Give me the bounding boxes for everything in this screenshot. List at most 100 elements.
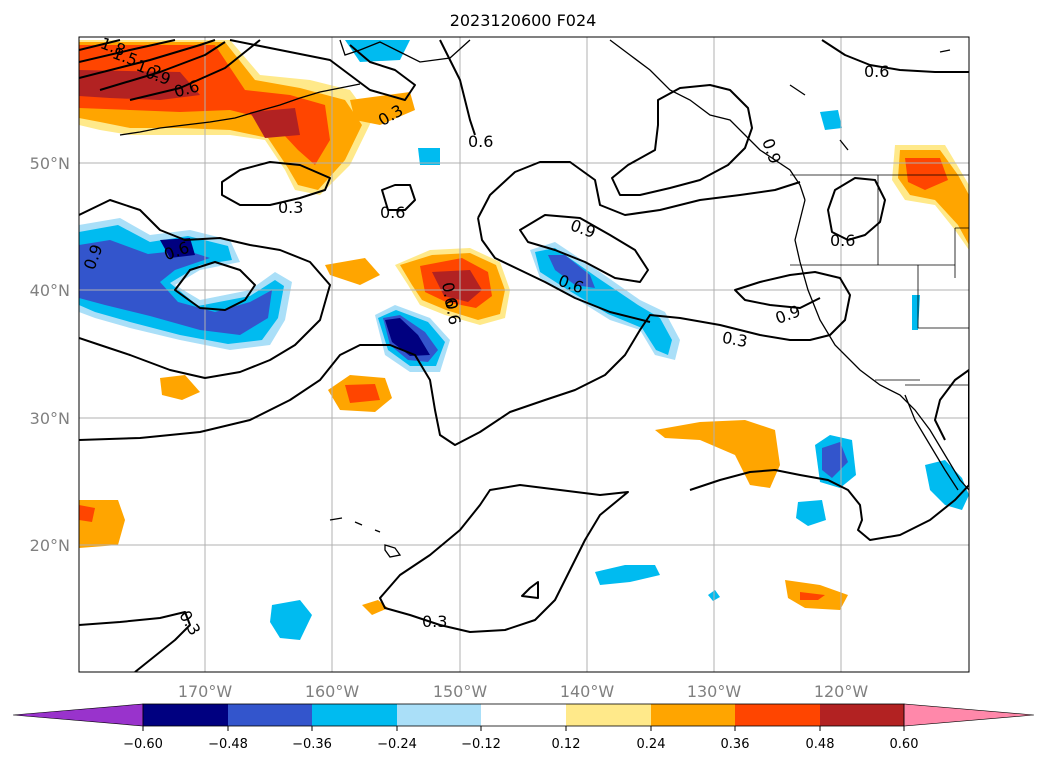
negative-field-s1	[270, 600, 312, 640]
colorbar-tick-label: 0.12	[552, 737, 581, 752]
lat-label-20n: 20°N	[30, 536, 70, 555]
colorbar-segment	[820, 704, 904, 726]
colorbar-tick-label: −0.60	[123, 737, 163, 752]
us-west-coast	[794, 199, 969, 491]
contour-label: 0.6	[441, 298, 464, 326]
colorbar-tick-label: 0.48	[806, 737, 835, 752]
contour-0.6-band	[477, 161, 801, 219]
lat-label-40n: 40°N	[30, 281, 70, 300]
contour-label: 0.6	[438, 281, 461, 309]
colorbar-tick-label: −0.24	[377, 737, 417, 752]
map-title: 2023120600 F024	[450, 11, 597, 30]
colorbar: −0.60 −0.48 −0.36 −0.24 −0.12 0.12 0.24 …	[12, 703, 1035, 752]
positive-field-sw-red	[79, 505, 95, 522]
negative-field-w-navy	[160, 238, 195, 258]
lon-label-140w: 140°W	[560, 682, 615, 701]
contour-label: 0.6	[830, 231, 855, 250]
colorbar-segment	[481, 704, 566, 726]
contour-label: 0.3	[422, 612, 447, 631]
positive-field-small-a	[325, 258, 380, 285]
negative-field-c-navy	[385, 318, 430, 356]
colorbar-segment	[228, 704, 312, 726]
colorbar-segment	[566, 704, 651, 726]
lat-label-50n: 50°N	[30, 154, 70, 173]
contour-nw-1	[79, 39, 121, 51]
longitude-labels: 170°W 160°W 150°W 140°W 130°W 120°W	[178, 682, 869, 701]
contour-ne-0.6	[611, 84, 753, 196]
negative-field-n2	[418, 148, 440, 165]
contour-label: 0.6	[468, 132, 493, 151]
positive-field-e	[655, 420, 780, 488]
lon-label-120w: 120°W	[814, 682, 869, 701]
colorbar-segment	[651, 704, 735, 726]
latitude-labels: 50°N 40°N 30°N 20°N	[30, 154, 70, 555]
positive-field-orange-2	[350, 92, 415, 125]
contour-west-band	[79, 199, 331, 379]
alaska-coast	[339, 39, 471, 63]
positive-field-central-darkred	[432, 270, 482, 302]
map-frame	[78, 36, 970, 673]
colorbar-tick-label: 0.24	[637, 737, 666, 752]
colorbar-tick-label: −0.36	[292, 737, 332, 752]
positive-field-darkred	[79, 70, 200, 100]
baja-california	[904, 394, 959, 491]
contour-nw-2	[79, 39, 176, 63]
colorbar-max-arrow	[903, 703, 1035, 727]
contour-label: 0.3	[278, 198, 303, 217]
contour-0.9-loop	[519, 214, 649, 283]
contour-south-loop	[379, 484, 629, 633]
contour-nw-4	[99, 41, 226, 91]
negative-field-se-b	[796, 500, 826, 526]
graticule	[79, 37, 969, 672]
contour-label: 0.6	[864, 62, 889, 81]
colorbar-tick-label: 0.36	[721, 737, 750, 752]
contour-sw	[79, 611, 191, 672]
contour-nw-0.3	[229, 39, 416, 101]
contour-west-inner	[174, 261, 256, 311]
contour-0.3-loop	[221, 161, 331, 206]
lon-label-130w: 130°W	[687, 682, 742, 701]
contour-nw-3	[79, 39, 216, 79]
positive-field-ne-red	[905, 158, 948, 190]
map-panel: 1.8 1.5 1.2 0.9 0.6 0.3 0.3 0.6 0.6 0.6 …	[79, 37, 969, 672]
state-borders	[790, 175, 969, 386]
contour-tiny-loop	[521, 581, 539, 599]
contour-north-0.6	[439, 39, 476, 136]
contour-0.6-loop	[381, 184, 416, 211]
contour-0.6-band-lower	[477, 217, 651, 323]
contour-ne-loop	[827, 177, 886, 241]
coastlines	[119, 39, 969, 558]
lon-label-160w: 160°W	[305, 682, 360, 701]
positive-field-s-red	[800, 592, 825, 600]
colorbar-ticks	[142, 726, 905, 731]
contour-east-loop	[689, 369, 969, 541]
lon-label-150w: 150°W	[433, 682, 488, 701]
canada-coast	[609, 39, 806, 201]
positive-field-tiny	[362, 600, 388, 615]
colorbar-outline	[142, 703, 905, 727]
colorbar-tick-label: 0.60	[890, 737, 919, 752]
colorbar-segment	[312, 704, 397, 726]
colorbar-tick-label: −0.48	[208, 737, 248, 752]
contour-label: 0.3	[721, 328, 749, 351]
islands-ne	[789, 49, 951, 151]
contour-label: 0.6	[380, 203, 405, 222]
colorbar-segment	[735, 704, 820, 726]
positive-field-small-c	[160, 375, 200, 400]
negative-field-n1	[345, 40, 410, 62]
hawaii-islands	[329, 517, 402, 558]
colorbar-segment	[397, 704, 481, 726]
positive-field-darkred-2	[250, 108, 300, 138]
lat-label-30n: 30°N	[30, 409, 70, 428]
negative-field-s2	[595, 565, 660, 585]
colorbar-min-arrow	[12, 703, 144, 727]
aleutian-islands	[119, 83, 361, 136]
lon-label-170w: 170°W	[178, 682, 233, 701]
colorbar-segment	[143, 704, 228, 726]
colorbar-tick-label: −0.12	[461, 737, 501, 752]
negative-field-e-blue	[548, 255, 595, 288]
negative-field-w-blue	[79, 240, 272, 335]
contour-lines	[79, 39, 969, 672]
contour-south-band	[79, 271, 851, 446]
